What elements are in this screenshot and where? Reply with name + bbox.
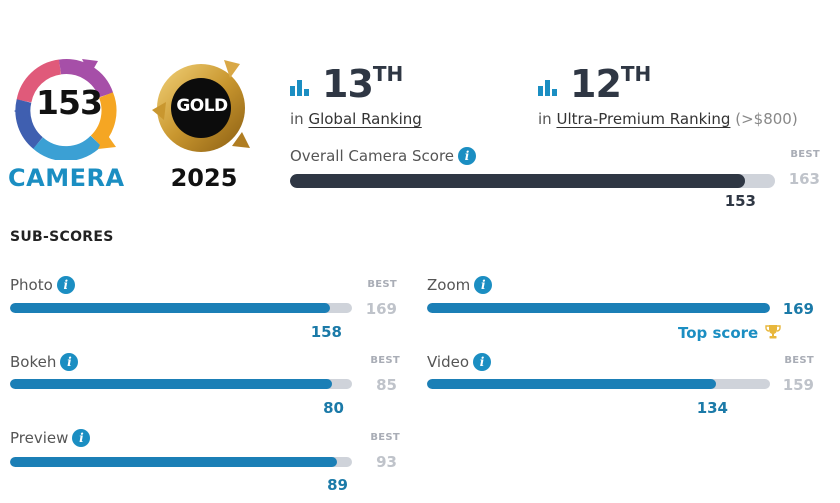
global-ranking-link[interactable]: Global Ranking	[308, 110, 422, 128]
global-rank-suffix: TH	[372, 62, 404, 86]
premium-ranking-link[interactable]: Ultra-Premium Ranking	[556, 110, 731, 128]
overall-score-label-text: Overall Camera Score	[290, 147, 455, 165]
global-rank-prefix: in	[290, 110, 304, 128]
global-rank-caption: in Global Ranking	[290, 110, 422, 128]
zoom-score-fill	[427, 303, 770, 313]
award-year: 2025	[170, 164, 238, 192]
gold-award-badge-icon	[152, 60, 250, 152]
premium-price-range: (>$800)	[735, 110, 798, 128]
preview-score-fill	[10, 457, 338, 467]
info-icon[interactable]: i	[458, 147, 477, 165]
photo-best-caption: BEST	[367, 279, 397, 290]
overall-score-fill	[290, 174, 746, 188]
video-best-value: 159	[782, 376, 814, 394]
zoom-best-value: 169	[782, 300, 814, 318]
subscores-heading: SUB-SCORES	[10, 229, 114, 245]
premium-rank-suffix: TH	[620, 62, 652, 86]
zoom-label-text: Zoom	[427, 276, 471, 294]
bar-chart-icon	[538, 80, 557, 96]
bar-chart-icon	[290, 80, 309, 96]
camera-score-badge-icon	[14, 59, 117, 160]
video-label-text: Video	[427, 353, 470, 371]
premium-rank-caption: in Ultra-Premium Ranking (>$800)	[538, 110, 798, 128]
info-icon[interactable]: i	[60, 353, 79, 371]
zoom-label: Zoom i	[427, 276, 493, 294]
photo-score-bar	[10, 303, 352, 313]
bokeh-score-value: 80	[323, 399, 344, 417]
overall-score-value: 153	[724, 192, 756, 210]
zoom-top-score: Top score	[678, 323, 781, 342]
preview-label-text: Preview	[10, 429, 69, 447]
top-score-label: Top score	[678, 324, 759, 342]
preview-score-bar	[10, 457, 352, 467]
preview-score-value: 89	[327, 476, 348, 494]
trophy-icon	[765, 325, 781, 339]
premium-rank-number: 12	[570, 62, 622, 106]
photo-label: Photo i	[10, 276, 75, 294]
premium-rank: 12TH	[570, 62, 651, 106]
info-icon[interactable]: i	[473, 353, 492, 371]
photo-score-value: 158	[310, 323, 342, 341]
video-score-fill	[427, 379, 717, 389]
bokeh-best-caption: BEST	[370, 355, 400, 366]
zoom-score-bar	[427, 303, 770, 313]
photo-score-fill	[10, 303, 330, 313]
video-score-bar	[427, 379, 770, 389]
overall-score-bar	[290, 174, 775, 188]
info-icon[interactable]: i	[72, 429, 91, 447]
award-label: GOLD	[176, 96, 228, 116]
camera-score-value: 153	[36, 83, 103, 122]
premium-rank-prefix: in	[538, 110, 552, 128]
info-icon[interactable]: i	[56, 276, 75, 294]
bokeh-score-fill	[10, 379, 332, 389]
global-rank-number: 13	[322, 62, 374, 106]
photo-label-text: Photo	[10, 276, 53, 294]
overall-best-caption: BEST	[790, 149, 820, 160]
overall-score-label: Overall Camera Score i	[290, 147, 477, 165]
info-icon[interactable]: i	[474, 276, 493, 294]
preview-best-caption: BEST	[370, 432, 400, 443]
video-score-value: 134	[696, 399, 728, 417]
photo-best-value: 169	[365, 300, 397, 318]
global-rank: 13TH	[322, 62, 403, 106]
bokeh-label-text: Bokeh	[10, 353, 57, 371]
bokeh-score-bar	[10, 379, 352, 389]
bokeh-label: Bokeh i	[10, 353, 79, 371]
preview-best-value: 93	[376, 453, 397, 471]
video-label: Video i	[427, 353, 492, 371]
bokeh-best-value: 85	[376, 376, 397, 394]
preview-label: Preview i	[10, 429, 91, 447]
overall-best-value: 163	[788, 170, 820, 188]
video-best-caption: BEST	[784, 355, 814, 366]
camera-label: CAMERA	[8, 164, 125, 192]
